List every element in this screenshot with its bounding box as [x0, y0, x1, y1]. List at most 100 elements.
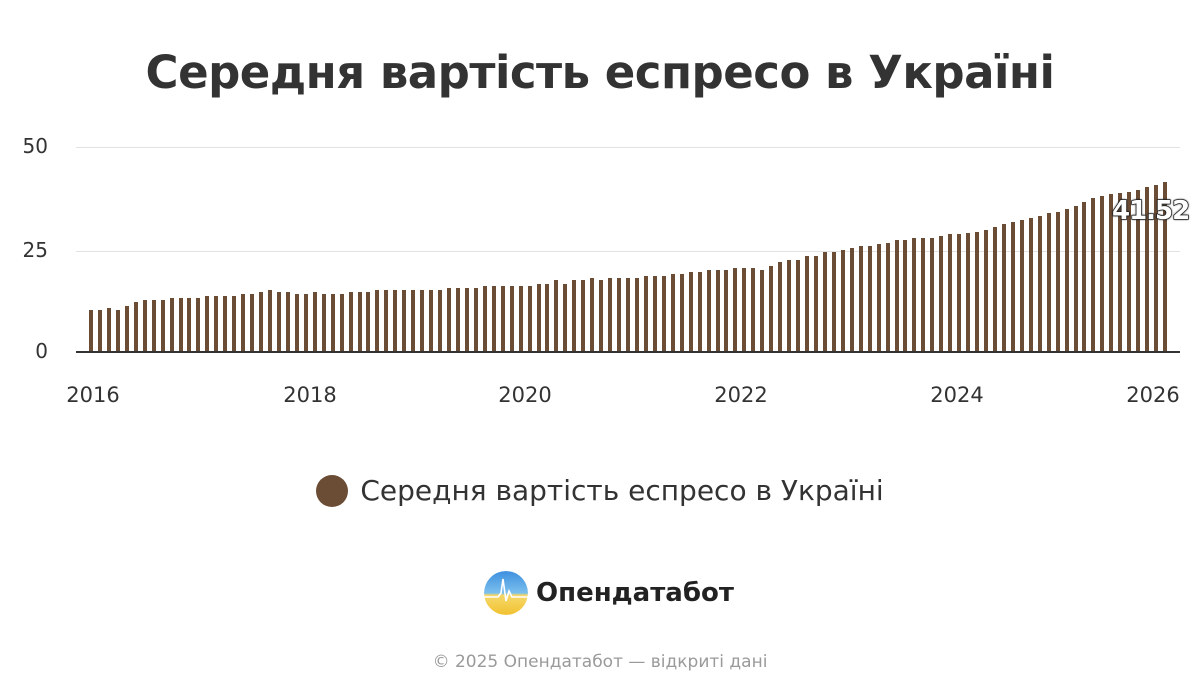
bar[interactable] — [688, 272, 693, 352]
bar[interactable] — [572, 279, 577, 352]
bar[interactable] — [813, 256, 818, 352]
bar[interactable] — [321, 294, 326, 352]
bar[interactable] — [966, 233, 971, 352]
bar[interactable] — [894, 240, 899, 352]
bar[interactable] — [241, 294, 246, 352]
bar[interactable] — [706, 270, 711, 352]
bar[interactable] — [849, 248, 854, 352]
bar[interactable] — [214, 295, 219, 352]
bar[interactable] — [1100, 196, 1105, 352]
bar[interactable] — [393, 290, 398, 352]
bar[interactable] — [1109, 194, 1114, 352]
bar[interactable] — [626, 278, 630, 352]
bar[interactable] — [787, 260, 792, 352]
bar[interactable] — [751, 268, 756, 352]
bar[interactable] — [115, 310, 120, 352]
bar[interactable] — [930, 238, 935, 352]
bar[interactable] — [822, 252, 827, 352]
bar[interactable] — [742, 268, 747, 352]
bar[interactable] — [312, 292, 317, 352]
bar[interactable] — [232, 295, 237, 352]
bar[interactable] — [1136, 190, 1141, 352]
bar[interactable] — [885, 242, 890, 352]
bar[interactable] — [805, 256, 809, 352]
bar[interactable] — [339, 294, 344, 352]
bar[interactable] — [563, 284, 568, 352]
bar[interactable] — [223, 295, 228, 352]
bar[interactable] — [643, 276, 648, 352]
bar[interactable] — [769, 265, 774, 352]
bar[interactable] — [724, 270, 729, 352]
bar[interactable] — [912, 238, 917, 352]
bar[interactable] — [133, 302, 138, 352]
bar[interactable] — [867, 246, 872, 352]
legend[interactable]: Середня вартість еспресо в Україні — [0, 474, 1200, 507]
bar[interactable] — [733, 268, 738, 352]
bar[interactable] — [196, 298, 201, 352]
bar[interactable] — [455, 288, 460, 352]
bar[interactable] — [438, 290, 443, 352]
bar[interactable] — [590, 278, 595, 352]
bar[interactable] — [554, 279, 559, 352]
bar[interactable] — [294, 294, 299, 352]
bar[interactable] — [509, 285, 514, 352]
bar[interactable] — [670, 274, 675, 352]
bar[interactable] — [1064, 208, 1069, 352]
bar[interactable] — [697, 272, 702, 352]
bar[interactable] — [384, 290, 389, 352]
bar[interactable] — [106, 308, 111, 352]
bar[interactable] — [545, 283, 550, 352]
bar[interactable] — [778, 262, 783, 352]
bar[interactable] — [151, 299, 156, 352]
bar[interactable] — [831, 252, 836, 352]
bar[interactable] — [957, 234, 962, 352]
bar[interactable] — [608, 278, 613, 352]
bar[interactable] — [992, 226, 997, 352]
bar[interactable] — [473, 288, 478, 352]
bar[interactable] — [89, 310, 93, 352]
bar[interactable] — [402, 290, 407, 352]
bar[interactable] — [330, 294, 335, 352]
bar[interactable] — [760, 270, 765, 352]
bar[interactable] — [187, 298, 192, 352]
bar[interactable] — [1082, 202, 1087, 352]
bar[interactable] — [939, 236, 944, 352]
bar[interactable] — [1145, 186, 1150, 352]
bar[interactable] — [160, 299, 165, 352]
bar[interactable] — [948, 234, 953, 352]
bar[interactable] — [527, 285, 532, 352]
bar[interactable] — [285, 292, 290, 352]
bar[interactable] — [1154, 184, 1159, 352]
bar[interactable] — [169, 298, 174, 352]
bar[interactable] — [599, 279, 604, 352]
bar[interactable] — [652, 276, 657, 352]
bar[interactable] — [348, 292, 353, 352]
bar[interactable] — [303, 294, 308, 352]
bar[interactable] — [581, 279, 586, 352]
bar[interactable] — [1091, 198, 1096, 352]
bar[interactable] — [276, 292, 281, 352]
bar[interactable] — [1019, 219, 1024, 352]
bar[interactable] — [97, 310, 102, 352]
bar[interactable] — [840, 250, 845, 352]
bar[interactable] — [796, 260, 801, 352]
bar[interactable] — [420, 290, 425, 352]
bar[interactable] — [921, 238, 926, 352]
bar[interactable] — [518, 285, 523, 352]
bar[interactable] — [903, 240, 908, 352]
bar[interactable] — [1127, 192, 1132, 352]
bar[interactable] — [984, 229, 988, 352]
bar[interactable] — [178, 298, 183, 352]
bar[interactable] — [634, 278, 639, 352]
bar[interactable] — [1010, 221, 1015, 352]
bar[interactable] — [536, 283, 541, 352]
bar[interactable] — [482, 285, 487, 352]
bar[interactable] — [1073, 206, 1078, 352]
bar[interactable] — [268, 290, 272, 352]
bar[interactable] — [491, 285, 496, 352]
bar[interactable] — [1163, 181, 1167, 352]
bar[interactable] — [375, 290, 380, 352]
bar[interactable] — [250, 294, 255, 352]
bar[interactable] — [205, 295, 210, 352]
bar[interactable] — [1046, 213, 1051, 352]
